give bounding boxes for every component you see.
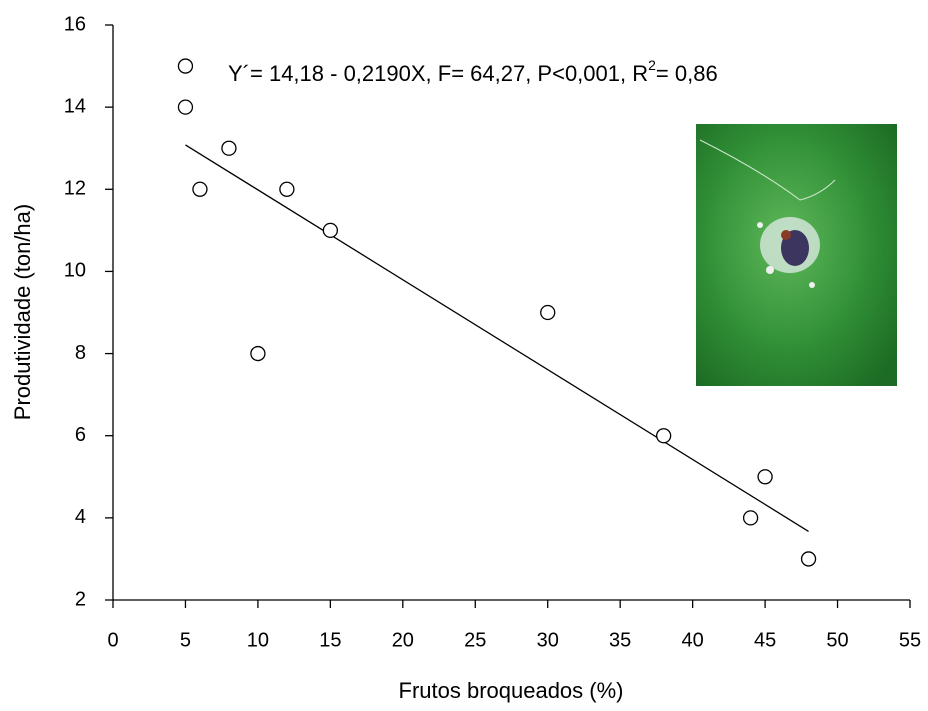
y-tick-label: 16: [64, 13, 86, 35]
data-point: [192, 181, 208, 197]
x-tick-label: 5: [180, 629, 191, 651]
data-point: [540, 304, 556, 321]
x-tick-label: 25: [464, 629, 486, 651]
data-point: [757, 469, 773, 485]
data-point: [221, 140, 237, 156]
y-tick-label: 10: [64, 260, 86, 282]
y-tick-label: 14: [64, 95, 86, 117]
annotation-superscript: 2: [648, 57, 656, 73]
x-tick-label: 35: [609, 629, 631, 651]
y-tick-label: 12: [64, 178, 86, 200]
data-point: [279, 181, 295, 197]
data-point: [177, 99, 194, 115]
x-tick-label: 15: [319, 629, 341, 651]
data-point: [800, 551, 817, 567]
regression-line: [185, 144, 809, 532]
data-point: [250, 345, 266, 362]
x-tick-label: 40: [682, 629, 704, 651]
data-point: [322, 222, 339, 239]
x-tick-label: 55: [899, 629, 921, 651]
data-point: [177, 58, 194, 74]
x-tick-label: 30: [537, 629, 559, 651]
x-tick-label: 50: [826, 629, 848, 651]
annotation-text: = 0,86: [656, 61, 718, 86]
x-axis-label: Frutos broqueados (%): [399, 678, 624, 703]
x-tick-label: 10: [247, 629, 269, 651]
inset-photo: [696, 124, 897, 386]
y-tick-label: 2: [75, 588, 86, 610]
data-point: [742, 510, 759, 526]
data-point: [656, 428, 672, 444]
y-tick-label: 6: [75, 424, 86, 446]
x-tick-label: 20: [392, 629, 414, 651]
x-tick-label: 45: [754, 629, 776, 651]
y-axis-label: Produtividade (ton/ha): [10, 204, 35, 420]
x-tick-label: 0: [107, 629, 118, 651]
y-tick-label: 4: [75, 506, 86, 528]
regression-annotation: Y´= 14,18 - 0,2190X, F= 64,27, P<0,001, …: [228, 57, 718, 86]
annotation-text: Y´= 14,18 - 0,2190X, F= 64,27, P<0,001, …: [228, 61, 648, 86]
y-tick-label: 8: [75, 342, 86, 364]
